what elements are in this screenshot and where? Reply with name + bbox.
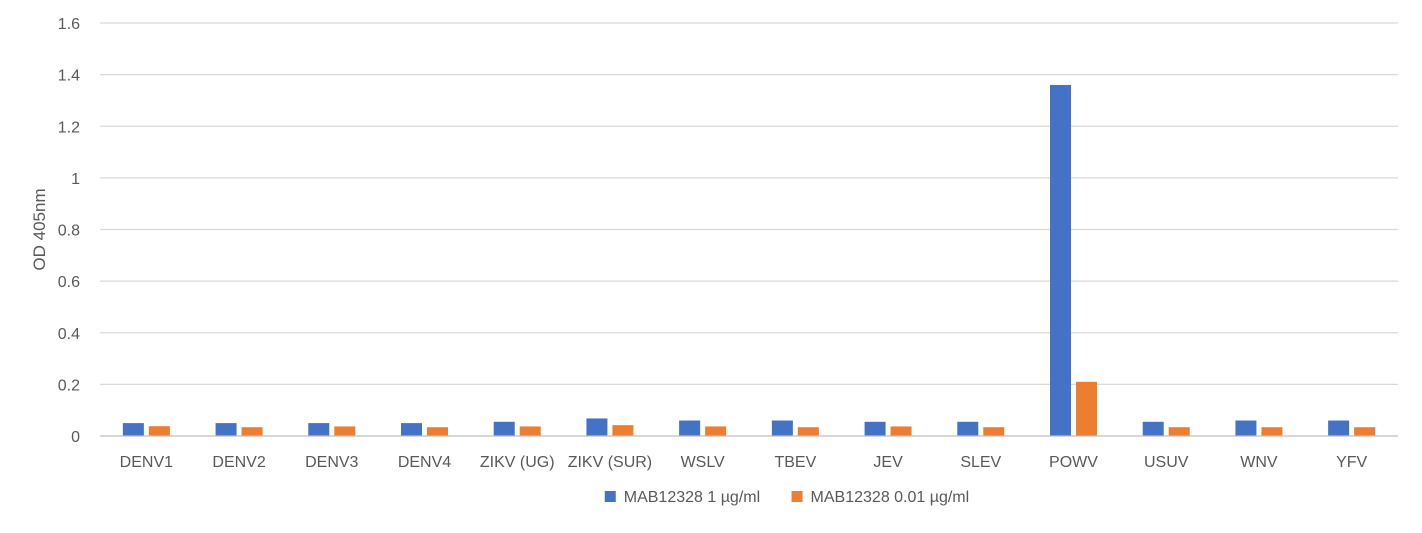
- bar: [1354, 427, 1376, 436]
- bar: [427, 427, 448, 436]
- x-tick-label: DENV2: [212, 454, 265, 471]
- bar: [148, 426, 170, 436]
- x-tick-label: JEV: [873, 454, 903, 471]
- x-tick-labels: DENV1 DENV2 DENV3 DENV4 ZIKV (UG) ZIKV (SUR) W…: [120, 454, 1368, 471]
- gridlines: [100, 22, 1398, 386]
- bar: [1076, 381, 1097, 436]
- y-tick-label: 0.4: [58, 326, 80, 343]
- x-tick-label: TBEV: [774, 454, 816, 471]
- bar: [890, 426, 912, 436]
- bar: [771, 420, 793, 436]
- x-tick-label: DENV3: [305, 454, 358, 471]
- bar: [308, 423, 330, 436]
- x-tick-label: ZIKV (UG): [480, 454, 555, 471]
- bar: [334, 426, 356, 436]
- y-tick-label: 1: [71, 171, 80, 188]
- y-tick-label: 0.6: [58, 274, 80, 291]
- y-tick-label: 0.2: [58, 377, 80, 394]
- bar: [1261, 427, 1283, 436]
- bar: [1328, 420, 1350, 436]
- y-tick-label: 0: [71, 429, 80, 446]
- legend-label: MAB12328 0.01 µg/ml: [811, 489, 970, 506]
- bar: [797, 427, 819, 436]
- bar: [612, 425, 634, 436]
- bar: [1168, 427, 1190, 436]
- bar: [1050, 84, 1071, 436]
- bar: [983, 427, 1005, 436]
- bar: [586, 418, 608, 436]
- x-tick-label: POWV: [1049, 454, 1098, 471]
- x-tick-label: USUV: [1144, 454, 1189, 471]
- bar: [122, 423, 144, 436]
- y-tick-label: 1.2: [58, 119, 80, 136]
- bar: [1142, 421, 1164, 436]
- legend-swatch: [604, 491, 616, 502]
- x-tick-label: WSLV: [681, 454, 725, 471]
- bar: [215, 423, 237, 436]
- y-axis-title: OD 405nm: [30, 188, 49, 270]
- x-tick-label: WNV: [1240, 454, 1278, 471]
- bars: [122, 84, 1376, 436]
- bar: [864, 421, 886, 436]
- legend: MAB12328 1 µg/ml MAB12328 0.01 µg/ml: [604, 489, 970, 506]
- legend-label: MAB12328 1 µg/ml: [624, 489, 760, 506]
- y-tick-label: 1.6: [58, 16, 80, 33]
- bar: [679, 420, 701, 436]
- y-tick-label: 0.8: [58, 223, 80, 240]
- bar: [401, 423, 422, 436]
- bar: [957, 421, 979, 436]
- x-tick-label: ZIKV (SUR): [568, 454, 652, 471]
- x-tick-label: SLEV: [960, 454, 1001, 471]
- y-tick-labels: 0 0.2 0.4 0.6 0.8 1 1.2 1.4 1.6: [58, 16, 80, 446]
- x-tick-label: DENV1: [120, 454, 173, 471]
- y-tick-label: 1.4: [58, 68, 80, 85]
- bar: [1235, 420, 1257, 436]
- bar: [241, 427, 263, 436]
- bar: [705, 426, 727, 436]
- bar: [519, 426, 541, 436]
- bar: [493, 421, 515, 436]
- legend-swatch: [791, 491, 803, 502]
- x-tick-label: DENV4: [398, 454, 451, 471]
- x-tick-label: YFV: [1336, 454, 1367, 471]
